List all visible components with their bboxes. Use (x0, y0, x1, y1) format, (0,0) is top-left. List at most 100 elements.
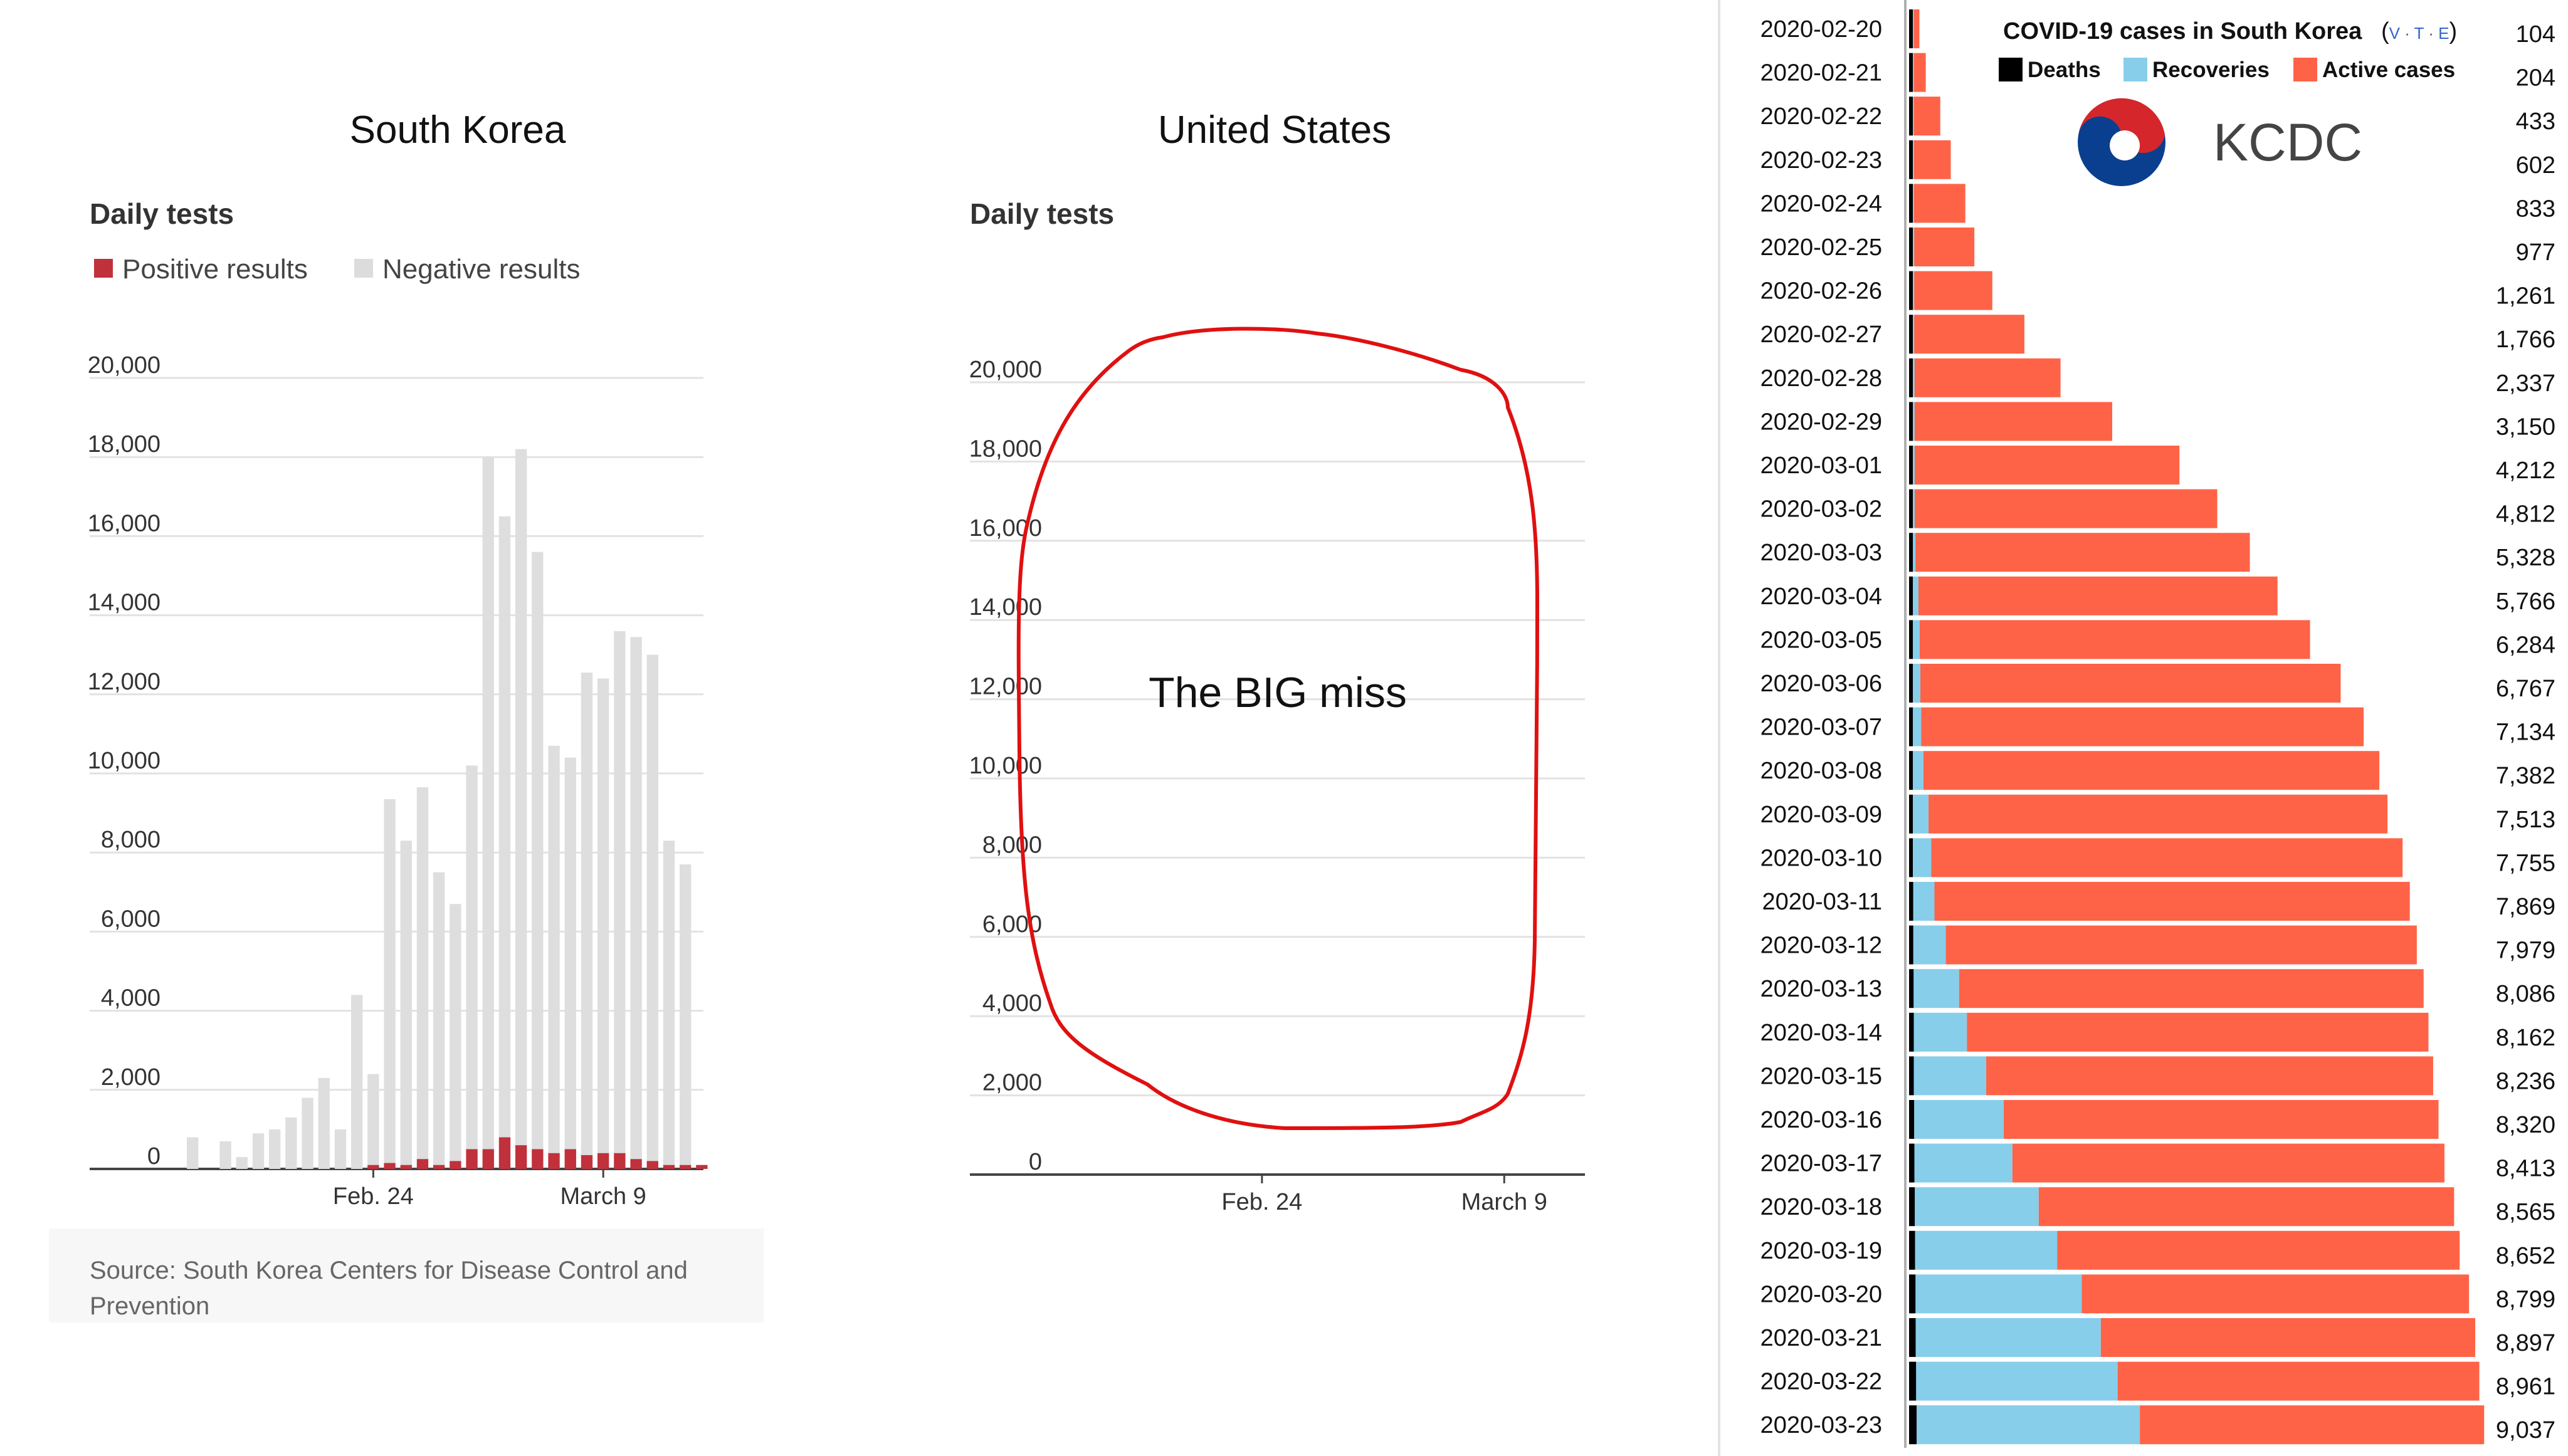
total-label: 5,328 (2496, 545, 2555, 571)
y-tick-label: 2,000 (101, 1064, 160, 1091)
total-label: 8,897 (2496, 1330, 2555, 1356)
legend-positive-label: Positive results (122, 254, 308, 285)
date-label: 2020-03-12 (1760, 933, 1882, 959)
date-label: 2020-03-07 (1760, 715, 1882, 741)
bar-positive (597, 1153, 609, 1169)
bar-deaths (1909, 751, 1913, 790)
bar-active (1914, 271, 1992, 310)
bar-deaths (1909, 402, 1913, 441)
bar-active (1915, 489, 2218, 528)
date-label: 2020-03-09 (1760, 802, 1882, 828)
y-tick-label: 14,000 (969, 594, 1042, 621)
bar-recoveries (1913, 751, 1923, 790)
total-label: 3,150 (2496, 414, 2555, 440)
bar-deaths (1909, 1056, 1914, 1096)
y-tick-label: 0 (1029, 1149, 1042, 1175)
bar-negative (532, 552, 544, 1150)
bar-active (1920, 664, 2341, 703)
bar-positive (532, 1149, 544, 1169)
y-tick-label: 4,000 (982, 990, 1042, 1017)
bar-recoveries (1913, 402, 1915, 441)
total-label: 5,766 (2496, 589, 2555, 615)
date-label: 2020-03-10 (1760, 845, 1882, 871)
date-label: 2020-03-06 (1760, 671, 1882, 697)
sk-subtitle: Daily tests (90, 197, 234, 230)
bar-active (1913, 53, 1926, 92)
bar-positive (564, 1149, 576, 1169)
bar-negative (515, 449, 527, 1146)
sk-source-line2: Prevention (90, 1292, 209, 1320)
bar-deaths (1909, 97, 1913, 136)
total-label: 8,086 (2496, 981, 2555, 1007)
bar-deaths (1909, 1100, 1915, 1139)
bar-negative (285, 1117, 297, 1169)
kcdc-emblem-core (2110, 130, 2140, 160)
date-label: 2020-02-20 (1760, 16, 1882, 43)
total-label: 7,869 (2496, 894, 2555, 920)
y-tick-label: 6,000 (101, 906, 160, 932)
bar-deaths (1909, 53, 1913, 92)
bar-active (1923, 751, 2380, 790)
bar-recoveries (1913, 838, 1932, 877)
y-tick-label: 20,000 (969, 357, 1042, 383)
bar-negative (367, 1074, 379, 1165)
bar-recoveries (1913, 925, 1946, 965)
bar-negative (236, 1157, 248, 1169)
bar-negative (334, 1129, 347, 1169)
bar-active (1931, 838, 2403, 877)
edit-link[interactable]: E (2438, 24, 2449, 43)
date-label: 2020-03-22 (1760, 1369, 1882, 1395)
legend-negative-label: Negative results (382, 254, 580, 285)
bar-positive (450, 1161, 461, 1169)
date-label: 2020-02-25 (1760, 234, 1882, 261)
date-label: 2020-02-28 (1760, 365, 1882, 392)
kcdc-logo-text: KCDC (2213, 113, 2362, 172)
x-tick-label: March 9 (560, 1183, 646, 1210)
bar-negative (400, 841, 412, 1165)
bar-deaths (1909, 664, 1913, 703)
legend-deaths-swatch (1999, 58, 2023, 81)
talk-link[interactable]: T (2414, 24, 2424, 43)
bar-active (2100, 1318, 2476, 1357)
total-label: 4,212 (2496, 458, 2555, 484)
bar-active (1914, 228, 1975, 266)
y-tick-label: 14,000 (88, 590, 160, 616)
y-tick-label: 20,000 (88, 352, 160, 379)
bar-active (1913, 9, 1920, 48)
bar-active (1914, 315, 2024, 354)
bar-positive (696, 1165, 708, 1169)
us-subtitle: Daily tests (970, 197, 1114, 230)
united-states-chart: United States Daily tests 02,0004,0006,0… (969, 108, 1585, 1215)
bar-recoveries (1913, 1012, 1967, 1052)
date-label: 2020-03-17 (1760, 1151, 1882, 1177)
bar-deaths (1909, 9, 1913, 48)
bar-active (2117, 1361, 2480, 1401)
bar-negative (187, 1137, 199, 1169)
date-label: 2020-03-11 (1762, 889, 1882, 915)
bar-negative (466, 765, 478, 1150)
date-label: 2020-02-21 (1760, 60, 1882, 86)
bar-negative (318, 1077, 330, 1169)
bar-deaths (1909, 1318, 1916, 1357)
total-label: 833 (2516, 196, 2555, 222)
bar-deaths (1909, 969, 1914, 1008)
date-label: 2020-03-15 (1760, 1063, 1882, 1089)
total-label: 104 (2516, 21, 2555, 48)
bar-recoveries (1917, 1405, 2140, 1445)
total-label: 8,162 (2496, 1025, 2555, 1051)
date-label: 2020-03-01 (1760, 453, 1882, 479)
bar-deaths (1909, 838, 1913, 877)
bar-active (2004, 1100, 2439, 1139)
total-label: 1,261 (2496, 283, 2555, 310)
bar-positive (367, 1165, 379, 1169)
total-label: 6,284 (2496, 632, 2555, 658)
view-link[interactable]: V (2389, 24, 2401, 43)
legend-negative-swatch (354, 259, 373, 278)
bar-deaths (1909, 184, 1913, 223)
bar-positive (646, 1161, 658, 1169)
bar-negative (680, 864, 692, 1165)
bar-deaths (1909, 576, 1913, 615)
bar-active (1986, 1056, 2433, 1096)
y-tick-label: 12,000 (88, 669, 160, 695)
bar-positive (498, 1137, 511, 1169)
